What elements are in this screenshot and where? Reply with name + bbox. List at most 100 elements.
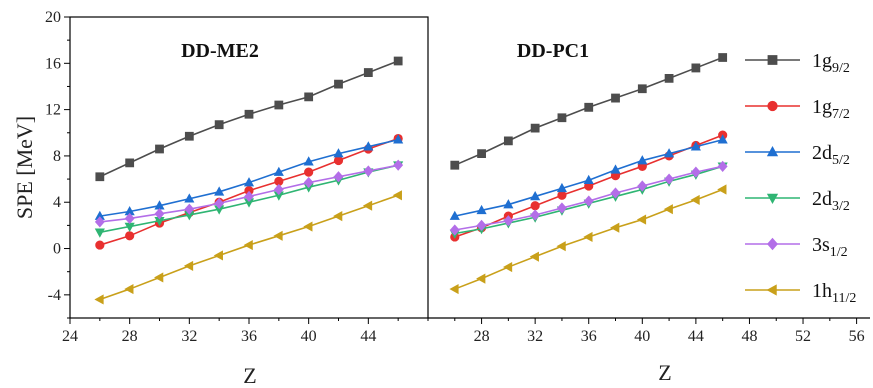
data-point bbox=[303, 156, 314, 166]
data-point bbox=[450, 160, 460, 170]
series-3s-1-2 bbox=[94, 159, 404, 228]
data-point bbox=[717, 134, 728, 144]
data-point bbox=[610, 164, 621, 174]
data-point bbox=[303, 221, 313, 232]
panel-title: DD-PC1 bbox=[517, 40, 589, 62]
plot-frame bbox=[69, 16, 429, 319]
data-point bbox=[214, 120, 224, 130]
data-point bbox=[393, 56, 403, 66]
data-point bbox=[691, 63, 701, 73]
series-line bbox=[99, 60, 399, 178]
legend-label-subscript: 5/2 bbox=[832, 153, 850, 168]
data-point bbox=[503, 215, 514, 227]
data-point bbox=[214, 186, 225, 196]
series-1h-11-2 bbox=[449, 184, 727, 295]
data-point bbox=[393, 134, 404, 144]
x-tick-label: 40 bbox=[301, 328, 317, 345]
data-point bbox=[503, 199, 514, 209]
data-point bbox=[530, 123, 540, 133]
legend-label-main: 2d bbox=[812, 142, 832, 164]
panel-dd-pc1: 28 32 36 40 44 48 52 56 DD-PC1 Z bbox=[427, 40, 870, 385]
data-point bbox=[583, 174, 594, 185]
data-point bbox=[529, 251, 539, 262]
legend-label-subscript: 7/2 bbox=[832, 107, 850, 122]
legend-entry-1g-9-2: 1g9/2 bbox=[745, 50, 850, 76]
legend-label-main: 1g bbox=[812, 96, 832, 118]
data-point bbox=[304, 92, 314, 102]
legend-label-main: 1g bbox=[812, 50, 832, 72]
data-point bbox=[124, 212, 135, 225]
data-point bbox=[583, 195, 594, 207]
data-point bbox=[690, 166, 701, 178]
x-tick-label: 36 bbox=[581, 328, 597, 345]
data-point bbox=[502, 261, 513, 273]
data-point bbox=[717, 160, 728, 172]
data-point bbox=[214, 197, 225, 209]
data-point bbox=[362, 200, 373, 211]
data-point bbox=[637, 155, 648, 165]
x-tick-label: 24 bbox=[62, 328, 78, 345]
legend-marker bbox=[767, 237, 778, 251]
data-point bbox=[363, 165, 374, 177]
series-1g-9-2 bbox=[95, 56, 403, 182]
x-axis-title: Z bbox=[243, 363, 256, 388]
data-point bbox=[124, 283, 134, 295]
data-point bbox=[274, 100, 284, 110]
data-point bbox=[155, 144, 164, 154]
data-point bbox=[273, 183, 284, 196]
data-point bbox=[449, 224, 460, 236]
legend-marker bbox=[766, 284, 777, 296]
data-point bbox=[303, 176, 314, 189]
panel-title: DD-ME2 bbox=[181, 40, 259, 62]
data-point bbox=[449, 283, 459, 295]
x-tick-label: 32 bbox=[181, 328, 197, 345]
data-point bbox=[363, 68, 373, 77]
panel-dd-me2: 24 28 32 36 40 44 -4 0 4 8 12 16 20 DD-ME2 Z SPE [MeV] bbox=[12, 9, 429, 388]
data-point bbox=[184, 131, 194, 141]
data-point bbox=[94, 228, 105, 238]
x-tick-label: 36 bbox=[241, 328, 257, 345]
legend-entry-1g-7-2: 1g7/2 bbox=[745, 96, 850, 122]
x-tick-label: 28 bbox=[122, 328, 138, 345]
data-point bbox=[557, 202, 567, 214]
series-1g-7-2 bbox=[450, 130, 728, 242]
legend-label: 1g9/2 bbox=[812, 50, 850, 76]
data-point bbox=[636, 214, 647, 225]
x-tick-label: 28 bbox=[474, 328, 490, 345]
data-point bbox=[393, 159, 404, 171]
data-point bbox=[476, 204, 487, 215]
series-2d-5-2 bbox=[94, 134, 404, 220]
data-point bbox=[476, 219, 487, 231]
legend-label: 1h11/2 bbox=[812, 280, 856, 306]
data-point bbox=[530, 209, 541, 221]
legend-label-main: 2d bbox=[812, 188, 832, 210]
legend-label-subscript: 9/2 bbox=[832, 61, 850, 76]
data-point bbox=[184, 193, 195, 203]
data-point bbox=[718, 53, 728, 62]
data-point bbox=[333, 171, 344, 183]
legend-marker bbox=[766, 193, 779, 205]
data-point bbox=[503, 136, 513, 146]
data-point bbox=[664, 173, 675, 185]
data-point bbox=[94, 216, 105, 228]
legend-marker bbox=[767, 55, 778, 65]
data-point bbox=[717, 184, 727, 195]
data-point bbox=[392, 190, 402, 201]
series-3s-1-2 bbox=[449, 160, 728, 236]
legend-label-subscript: 3/2 bbox=[832, 199, 850, 214]
x-tick-label: 56 bbox=[849, 328, 865, 345]
data-point bbox=[273, 166, 284, 176]
y-tick-label: 12 bbox=[45, 102, 61, 119]
data-point bbox=[334, 79, 343, 89]
data-point bbox=[557, 113, 567, 123]
data-point bbox=[304, 167, 314, 177]
data-point bbox=[611, 93, 620, 103]
x-tick-label: 44 bbox=[688, 328, 704, 345]
series-1h-11-2 bbox=[94, 190, 402, 305]
data-point bbox=[556, 182, 568, 193]
data-point bbox=[184, 203, 195, 215]
data-point bbox=[154, 208, 165, 220]
legend-label-subscript: 1/2 bbox=[830, 245, 848, 260]
